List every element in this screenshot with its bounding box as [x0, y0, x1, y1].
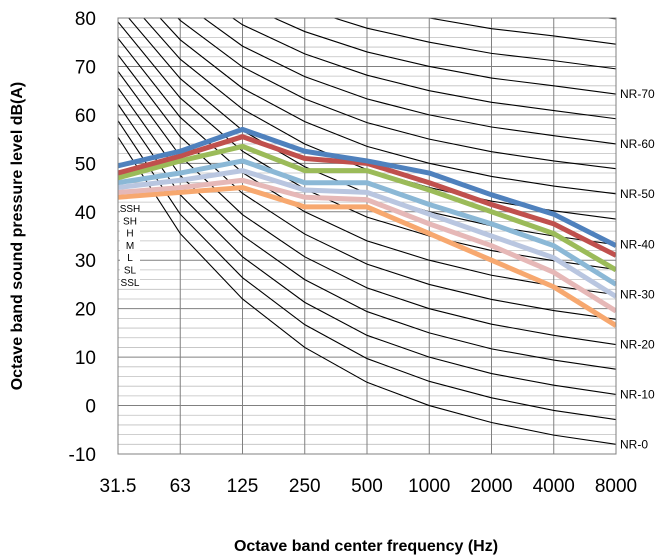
nr-label: NR-70 — [620, 87, 655, 101]
mode-label-bg — [120, 264, 140, 276]
nr-label: NR-30 — [620, 288, 655, 302]
mode-label: SSL — [121, 278, 140, 289]
x-tick-label: 4000 — [533, 476, 575, 497]
x-tick-label: 8000 — [595, 476, 637, 497]
y-tick-label: 80 — [75, 9, 96, 30]
x-tick-label: 250 — [289, 476, 321, 497]
series-line-m — [118, 158, 616, 287]
mode-label-bg — [120, 276, 140, 288]
nr-label: NR-60 — [620, 137, 655, 151]
y-tick-label: 70 — [75, 57, 96, 78]
nr-intermediate-curve — [604, 18, 616, 20]
mode-label: SH — [123, 216, 137, 227]
nr-curve — [118, 103, 616, 395]
y-tick-label: 20 — [75, 300, 96, 321]
plot-frame — [117, 17, 617, 455]
y-tick-label: 30 — [75, 251, 96, 272]
nr-label: NR-20 — [620, 338, 655, 352]
series-line-sl — [118, 177, 616, 314]
nr-label: NR-0 — [620, 437, 648, 451]
series-line-ssl — [118, 185, 616, 328]
x-tick-label: 31.5 — [100, 476, 137, 497]
y-tick-label: 0 — [85, 397, 96, 418]
nr-intermediate-curve — [177, 18, 616, 170]
y-tick-label: 10 — [75, 348, 96, 369]
mode-label-bg — [120, 203, 140, 214]
y-tick-label: 50 — [75, 154, 96, 175]
nr-intermediate-curve — [332, 18, 616, 70]
mode-label-bg — [120, 227, 140, 239]
series-line-h — [118, 143, 616, 273]
x-tick-label: 500 — [351, 476, 383, 497]
x-tick-label: 125 — [227, 476, 259, 497]
y-tick-label: 60 — [75, 106, 96, 127]
mode-label-bg — [120, 252, 140, 264]
mode-label: L — [127, 253, 133, 264]
y-tick-labels: 80 70 60 50 40 30 20 10 0 -10 — [69, 9, 96, 466]
nr-curve — [118, 38, 616, 296]
nr-intermediate-curve — [231, 18, 616, 120]
mode-label: SL — [124, 266, 137, 277]
mode-label: M — [126, 241, 134, 252]
nr-curve-labels: NR-0 NR-10 NR-20 NR-30 NR-40 NR-50 NR-60 NR-70 — [620, 87, 655, 451]
nr-label: NR-40 — [620, 238, 655, 252]
x-tick-label: 63 — [170, 476, 191, 497]
mode-label: H — [126, 229, 133, 240]
series-line-ssh — [118, 126, 616, 248]
nr-intermediate-curve — [118, 87, 616, 370]
x-tick-label: 1000 — [408, 476, 450, 497]
mode-label-bg — [120, 215, 140, 227]
nr-curve — [202, 18, 616, 145]
y-axis-title: Octave band sound pressure level dB(A) — [9, 82, 26, 391]
nr-curve — [159, 18, 616, 195]
y-tick-label: 40 — [75, 203, 96, 224]
nr-intermediate-curve — [118, 120, 616, 421]
major-gridlines — [117, 17, 617, 455]
x-tick-label: 2000 — [470, 476, 512, 497]
mode-label: SSH — [120, 204, 141, 215]
x-axis-title: Octave band center frequency (Hz) — [234, 538, 498, 555]
mode-label-bg — [120, 239, 140, 251]
series-line-l — [118, 168, 616, 299]
nr-curve — [426, 18, 616, 45]
nr-label: NR-10 — [620, 387, 655, 401]
nr-curve — [272, 18, 616, 95]
y-tick-label: -10 — [69, 445, 96, 466]
nr-intermediate-curve — [118, 21, 616, 270]
nr-label: NR-50 — [620, 187, 655, 201]
nr-curve — [118, 136, 616, 445]
x-tick-labels: 31.5 63 125 250 500 1000 2000 4000 8000 — [100, 476, 638, 497]
series-lines — [118, 126, 616, 328]
